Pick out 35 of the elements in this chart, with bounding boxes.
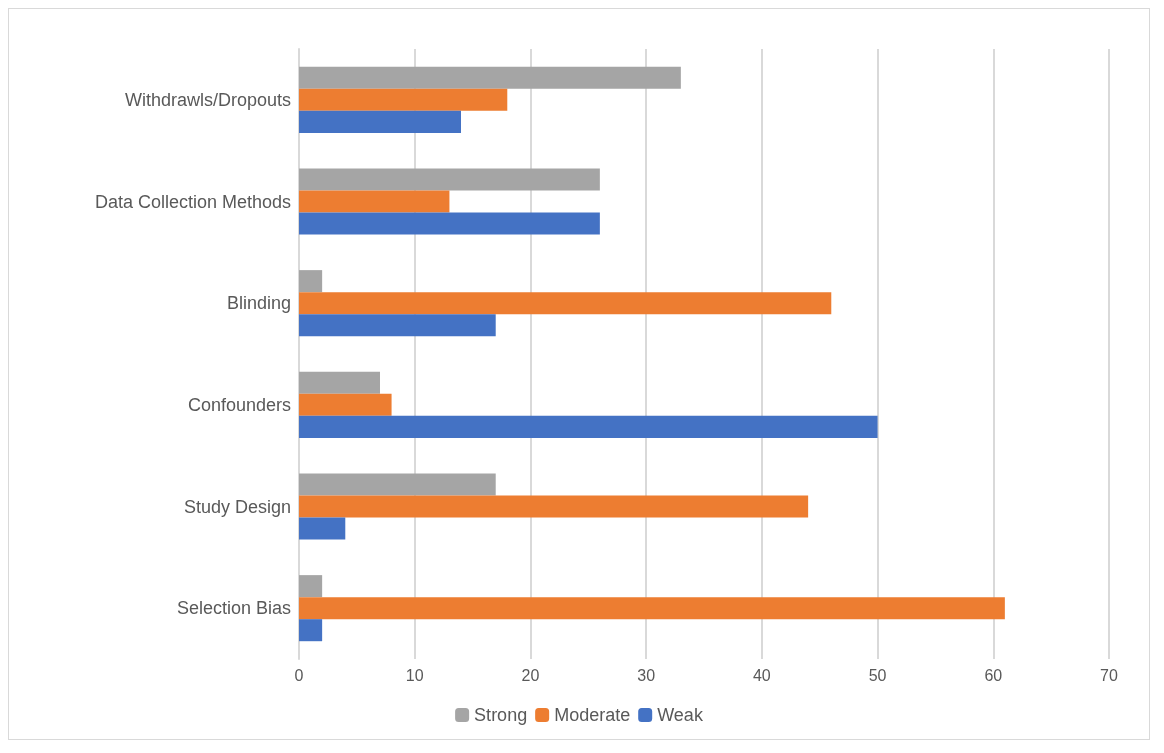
x-tick-label: 0	[294, 666, 304, 684]
bar	[299, 168, 600, 191]
bar	[299, 597, 1005, 620]
legend-label: Strong	[474, 705, 528, 725]
x-tick-label: 50	[868, 666, 887, 684]
bar	[299, 473, 496, 496]
bar	[299, 619, 323, 642]
x-tick-label: 60	[984, 666, 1003, 684]
x-tick-label: 10	[405, 666, 424, 684]
legend-label: Weak	[657, 705, 704, 725]
legend-label: Moderate	[554, 705, 631, 725]
bar	[299, 270, 323, 293]
bar	[299, 575, 323, 598]
x-tick-label: 30	[637, 666, 656, 684]
y-tick-label: Study Design	[183, 496, 291, 517]
bar	[299, 66, 681, 89]
bar	[299, 371, 380, 394]
bar	[299, 190, 450, 213]
y-tick-label: Confounders	[187, 394, 291, 415]
bar	[299, 393, 392, 416]
y-tick-label: Data Collection Methods	[94, 191, 291, 212]
bar	[299, 110, 461, 133]
bar	[299, 517, 346, 540]
y-tick-label: Selection Bias	[176, 598, 291, 619]
bar	[299, 415, 878, 438]
y-tick-label: Withdrawls/Dropouts	[124, 89, 291, 110]
bar	[299, 314, 496, 337]
bar	[299, 88, 508, 111]
x-tick-label: 70	[1100, 666, 1118, 684]
bar	[299, 495, 809, 518]
x-tick-label: 40	[752, 666, 771, 684]
y-tick-label: Blinding	[226, 293, 291, 314]
x-tick-label: 20	[521, 666, 540, 684]
bar	[299, 212, 600, 235]
bar	[299, 292, 832, 315]
